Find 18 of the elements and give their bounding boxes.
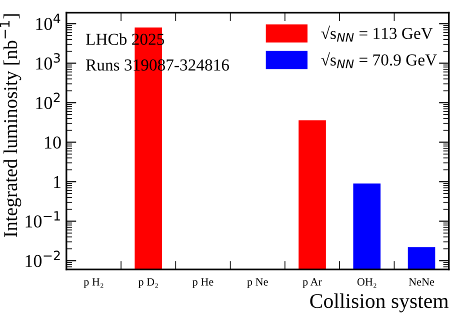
y-axis-title: Integrated luminosity [nb$^{−1}$]	[0, 14, 22, 237]
x-tick-label: p Ar	[302, 278, 322, 288]
y-tick-label: 1	[54, 176, 60, 188]
x-tick-label: p D₂	[138, 278, 158, 288]
y-tick-label: 10$^{2}$	[36, 92, 60, 110]
legend-label: √s$_{NN}$ = 70.9 GeV	[321, 52, 437, 68]
y-tick-label: 10$^{−2}$	[26, 250, 60, 268]
x-tick-label: p H₂	[84, 278, 104, 288]
y-tick-label: 10$^{−1}$	[26, 211, 60, 228]
x-tick-label: p Ne	[247, 278, 268, 288]
y-tick-label: 10$^{4}$	[36, 14, 60, 30]
legend-label: √s$_{NN}$ = 113 GeV	[321, 26, 433, 42]
y-tick-label: 10$^{3}$	[36, 53, 60, 70]
x-axis-title: Collision system	[310, 293, 449, 312]
x-tick-label: p He	[192, 278, 214, 288]
x-tick-label: OH₂	[357, 278, 376, 288]
x-tick-label: NeNe	[408, 278, 434, 286]
y-tick-label: 10	[45, 136, 61, 149]
